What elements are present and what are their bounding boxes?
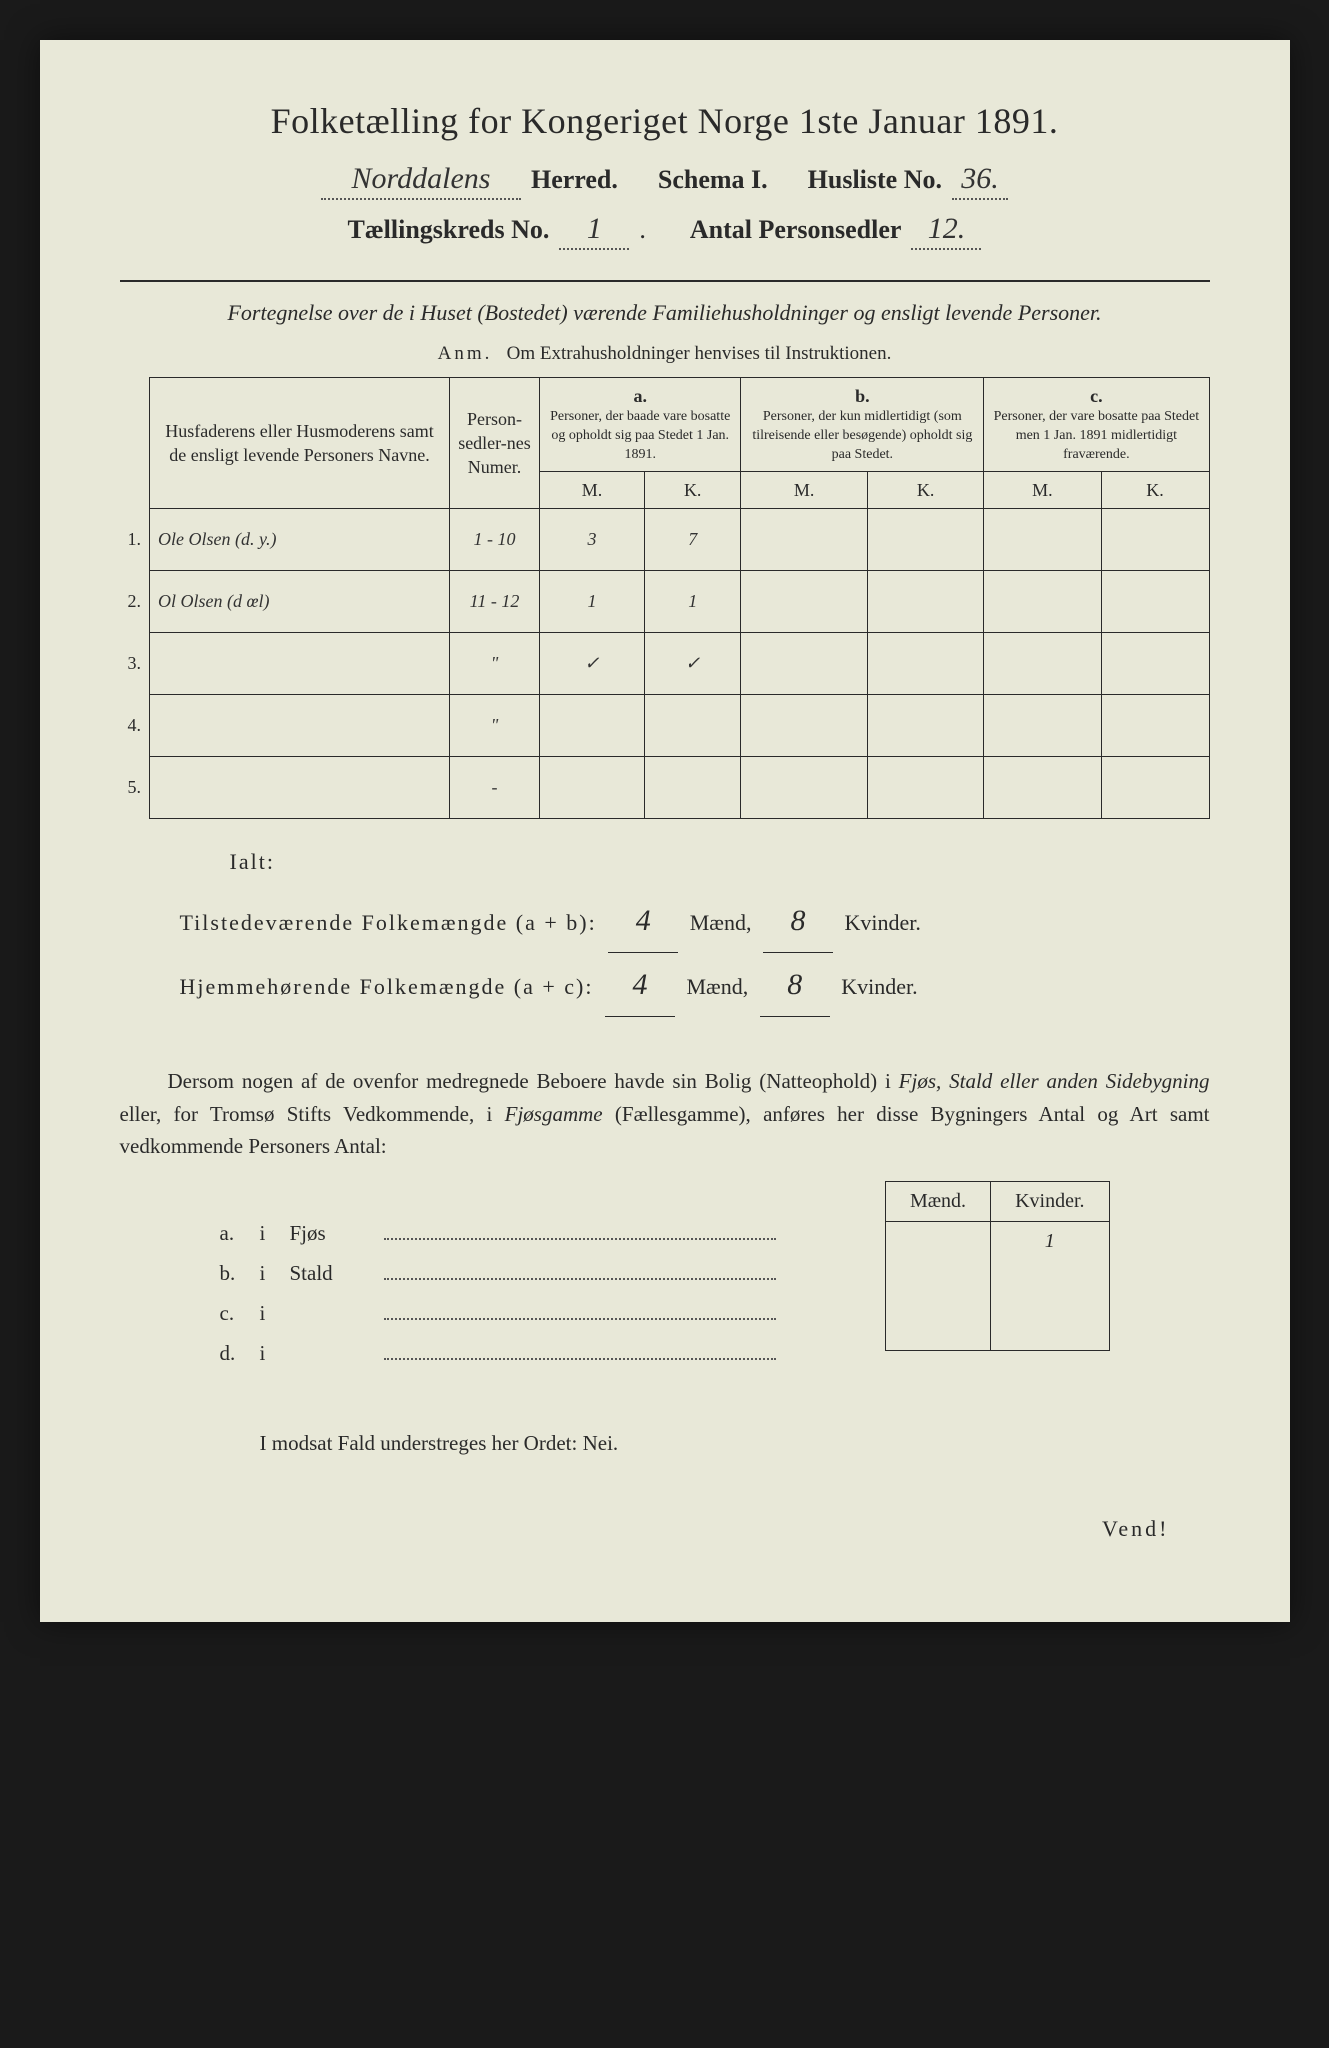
antal-label: Antal Personsedler bbox=[690, 215, 902, 245]
ialt-label: Ialt: bbox=[230, 849, 1210, 875]
mk-table: Mænd. Kvinder. 1 bbox=[885, 1181, 1110, 1352]
anm-text: Om Extrahusholdninger henvises til Instr… bbox=[507, 343, 892, 364]
mk-kvinder: Kvinder. bbox=[991, 1181, 1109, 1221]
total1-k: 8 bbox=[763, 889, 833, 953]
name: Ol Olsen (d œl) bbox=[150, 571, 450, 633]
col-c-m: M. bbox=[984, 471, 1101, 508]
total2-k: 8 bbox=[760, 953, 830, 1017]
numer: - bbox=[450, 757, 540, 819]
header-line-1: Norddalens Herred. Schema I. Husliste No… bbox=[120, 162, 1210, 200]
col-b-k: K. bbox=[867, 471, 983, 508]
kreds-label: Tællingskreds No. bbox=[348, 215, 550, 245]
page-title: Folketælling for Kongeriget Norge 1ste J… bbox=[120, 100, 1210, 142]
col-a: a. Personer, der baade vare bosatte og o… bbox=[540, 378, 741, 472]
anm-label: Anm. bbox=[438, 343, 493, 364]
total2-m: 4 bbox=[605, 953, 675, 1017]
mk-k1: 1 bbox=[991, 1221, 1109, 1261]
col-a-m: M. bbox=[540, 471, 645, 508]
table-row: 3. " ✓ ✓ bbox=[120, 633, 1210, 695]
col-c: c. Personer, der vare bosatte paa Stedet… bbox=[984, 378, 1209, 472]
col-a-k: K. bbox=[644, 471, 741, 508]
paragraph: Dersom nogen af de ovenfor medregnede Be… bbox=[120, 1065, 1210, 1163]
col-b: b. Personer, der kun midlertidigt (som t… bbox=[741, 378, 984, 472]
name bbox=[150, 633, 450, 695]
herred-label: Herred. bbox=[531, 165, 618, 195]
table-row: 1. Ole Olsen (d. y.) 1 - 10 3 7 bbox=[120, 509, 1210, 571]
name bbox=[150, 757, 450, 819]
numer: " bbox=[450, 695, 540, 757]
totals-block: Tilstedeværende Folkemængde (a + b): 4 M… bbox=[180, 889, 1210, 1017]
col-b-m: M. bbox=[741, 471, 867, 508]
building-list: a. i Fjøs b. i Stald c. i d. i bbox=[220, 1221, 780, 1381]
census-form-page: Folketælling for Kongeriget Norge 1ste J… bbox=[40, 40, 1290, 1622]
vend-label: Vend! bbox=[120, 1516, 1170, 1542]
table-row: 5. - bbox=[120, 757, 1210, 819]
schema-label: Schema I. bbox=[658, 165, 768, 195]
total2-label: Hjemmehørende Folkemængde (a + c): bbox=[180, 974, 594, 999]
numer: 1 - 10 bbox=[450, 509, 540, 571]
col-numer: Person-sedler-nes Numer. bbox=[450, 378, 540, 509]
name: Ole Olsen (d. y.) bbox=[150, 509, 450, 571]
total1-m: 4 bbox=[608, 889, 678, 953]
dotted-line bbox=[384, 1266, 776, 1280]
col-c-k: K. bbox=[1101, 471, 1209, 508]
header-line-2: Tællingskreds No. 1 . Antal Personsedler… bbox=[120, 212, 1210, 250]
anm-line: Anm. Om Extrahusholdninger henvises til … bbox=[120, 343, 1210, 365]
nei-line: I modsat Fald understreges her Ordet: Ne… bbox=[260, 1431, 1210, 1456]
mk-maend: Mænd. bbox=[885, 1181, 990, 1221]
name bbox=[150, 695, 450, 757]
household-table: Husfaderens eller Husmoderens samt de en… bbox=[120, 377, 1210, 819]
dotted-line bbox=[384, 1346, 776, 1360]
husliste-label: Husliste No. bbox=[808, 165, 942, 195]
total1-label: Tilstedeværende Folkemængde (a + b): bbox=[180, 910, 597, 935]
numer: " bbox=[450, 633, 540, 695]
col-names: Husfaderens eller Husmoderens samt de en… bbox=[150, 378, 450, 509]
kreds-value: 1 bbox=[559, 212, 629, 250]
divider bbox=[120, 280, 1210, 282]
husliste-value: 36. bbox=[952, 162, 1008, 200]
herred-value: Norddalens bbox=[321, 162, 521, 200]
antal-value: 12. bbox=[911, 212, 981, 250]
table-row: 2. Ol Olsen (d œl) 11 - 12 1 1 bbox=[120, 571, 1210, 633]
dotted-line bbox=[384, 1306, 776, 1320]
table-row: 4. " bbox=[120, 695, 1210, 757]
dotted-line bbox=[384, 1226, 776, 1240]
intro-text: Fortegnelse over de i Huset (Bostedet) v… bbox=[120, 296, 1210, 329]
numer: 11 - 12 bbox=[450, 571, 540, 633]
table-body: 1. Ole Olsen (d. y.) 1 - 10 3 7 2. Ol Ol… bbox=[120, 509, 1210, 819]
